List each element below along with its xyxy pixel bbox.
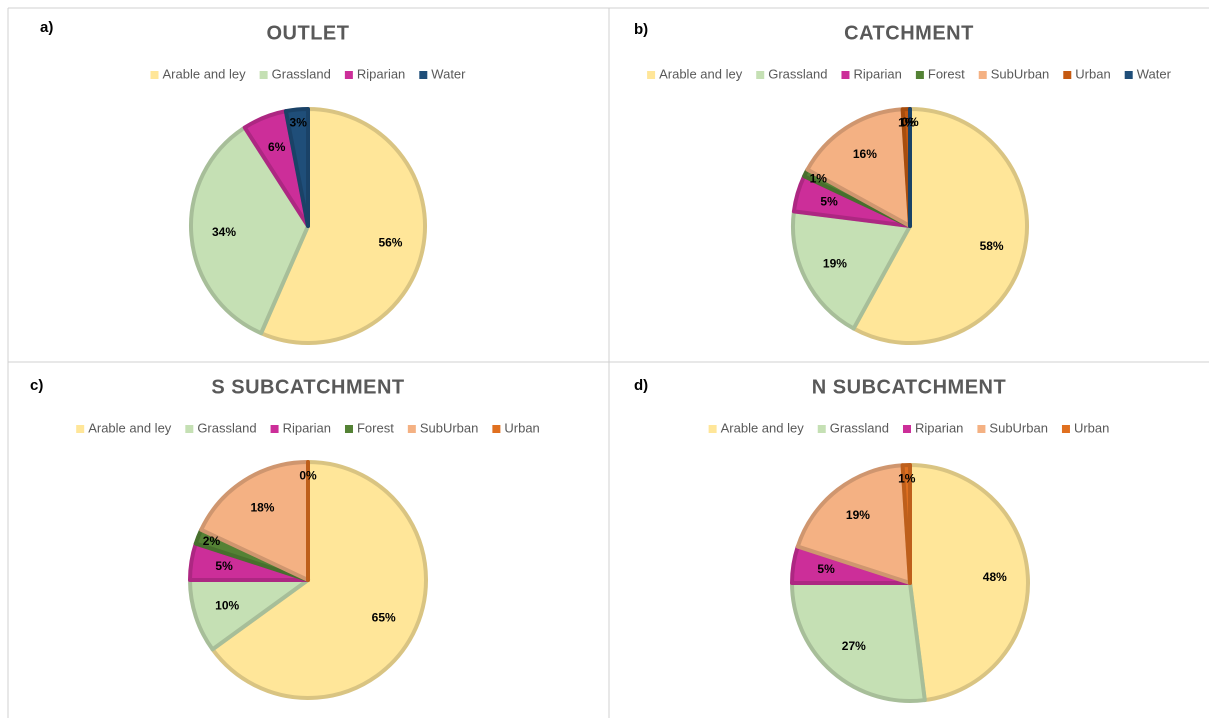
- legend-entry: Grassland: [830, 420, 889, 435]
- pie-slice: [259, 107, 427, 345]
- legend-entry: Urban: [1075, 66, 1110, 81]
- data-label: 5%: [820, 195, 838, 209]
- legend-swatch: [978, 71, 987, 79]
- legend-swatch: [708, 425, 717, 433]
- legend: Arable and ley Grassland Riparian SubUrban U…: [708, 420, 1109, 435]
- legend-entry: Urban: [1074, 420, 1109, 435]
- pie: [790, 463, 1030, 703]
- pie-slice: [210, 460, 428, 700]
- legend-entry: Grassland: [272, 66, 331, 81]
- legend-swatch: [841, 71, 850, 79]
- data-label: 19%: [823, 256, 847, 270]
- panel-label: b): [634, 21, 648, 38]
- legend-swatch: [1063, 71, 1072, 79]
- legend-entry: Riparian: [915, 420, 963, 435]
- legend: Arable and ley Grassland Riparian Water: [150, 66, 466, 81]
- legend-entry: Riparian: [357, 66, 405, 81]
- data-label: 1%: [810, 171, 828, 185]
- data-label: 3%: [290, 116, 308, 130]
- pie: [189, 107, 427, 345]
- data-label: 5%: [817, 562, 835, 576]
- legend-entry: Urban: [504, 420, 539, 435]
- legend-entry: Water: [431, 66, 466, 81]
- pie-slice: [199, 460, 310, 582]
- pie: [791, 107, 1029, 345]
- legend-swatch: [150, 71, 159, 79]
- pie-slice: [790, 581, 927, 703]
- legend-entry: Riparian: [283, 420, 331, 435]
- pie-slice: [900, 463, 912, 585]
- data-label: 56%: [378, 235, 402, 249]
- legend: Arable and ley Grassland Riparian Forest Sub…: [647, 66, 1172, 81]
- legend-swatch: [817, 425, 826, 433]
- data-label: 58%: [980, 239, 1004, 253]
- legend-swatch: [756, 71, 765, 79]
- data-label: 2%: [203, 534, 221, 548]
- legend-swatch: [1124, 71, 1133, 79]
- pie-slice: [189, 125, 310, 336]
- legend-swatch: [492, 425, 501, 433]
- legend-swatch: [977, 425, 986, 433]
- data-label: 0%: [299, 468, 317, 482]
- legend-swatch: [185, 425, 194, 433]
- data-label: 0%: [901, 115, 919, 129]
- panel-label: d): [634, 377, 648, 394]
- legend-swatch: [344, 425, 353, 433]
- data-label: 1%: [898, 115, 916, 129]
- panel-label: a): [40, 19, 53, 36]
- legend-entry: Arable and ley: [163, 66, 247, 81]
- legend-swatch: [419, 71, 428, 79]
- legend-swatch: [1061, 425, 1070, 433]
- legend-swatch: [259, 71, 268, 79]
- legend-entry: Grassland: [768, 66, 827, 81]
- data-label: 5%: [215, 559, 233, 573]
- pie-slice: [851, 107, 1029, 345]
- legend-entry: Forest: [928, 66, 965, 81]
- panel-label: c): [30, 377, 43, 394]
- legend-entry: Riparian: [853, 66, 901, 81]
- data-label: 10%: [215, 598, 239, 612]
- data-label: 6%: [268, 140, 286, 154]
- data-label: 27%: [842, 639, 866, 653]
- legend: Arable and ley Grassland Riparian Forest Sub…: [76, 420, 540, 435]
- chart-title: N SUBCATCHMENT: [812, 376, 1006, 398]
- data-label: 18%: [250, 500, 274, 514]
- legend-swatch: [915, 71, 924, 79]
- legend-swatch: [344, 71, 353, 79]
- legend-swatch: [76, 425, 85, 433]
- chart-title: OUTLET: [267, 22, 350, 44]
- chart-title: CATCHMENT: [844, 22, 974, 44]
- pie-slice: [908, 463, 1030, 703]
- pie-slice: [283, 107, 310, 228]
- pie-slice: [805, 107, 912, 228]
- legend-swatch: [270, 425, 279, 433]
- pie-slice: [795, 463, 912, 585]
- data-label: 1%: [898, 471, 916, 485]
- legend-entry: Grassland: [197, 420, 256, 435]
- legend-entry: Arable and ley: [88, 420, 172, 435]
- legend-entry: SubUrban: [420, 420, 479, 435]
- legend-entry: Arable and ley: [721, 420, 805, 435]
- data-label: 16%: [853, 147, 877, 161]
- legend-swatch: [407, 425, 416, 433]
- data-label: 65%: [372, 611, 396, 625]
- chart-title: S SUBCATCHMENT: [211, 376, 404, 398]
- legend-entry: Water: [1137, 66, 1172, 81]
- legend-entry: SubUrban: [991, 66, 1050, 81]
- legend-entry: Arable and ley: [659, 66, 743, 81]
- legend-swatch: [647, 71, 656, 79]
- legend-entry: SubUrban: [989, 420, 1048, 435]
- legend-entry: Forest: [357, 420, 394, 435]
- pie: [188, 460, 428, 700]
- data-label: 34%: [212, 225, 236, 239]
- data-label: 48%: [983, 570, 1007, 584]
- data-label: 19%: [846, 508, 870, 522]
- legend-swatch: [902, 425, 911, 433]
- pie-slice: [791, 209, 912, 331]
